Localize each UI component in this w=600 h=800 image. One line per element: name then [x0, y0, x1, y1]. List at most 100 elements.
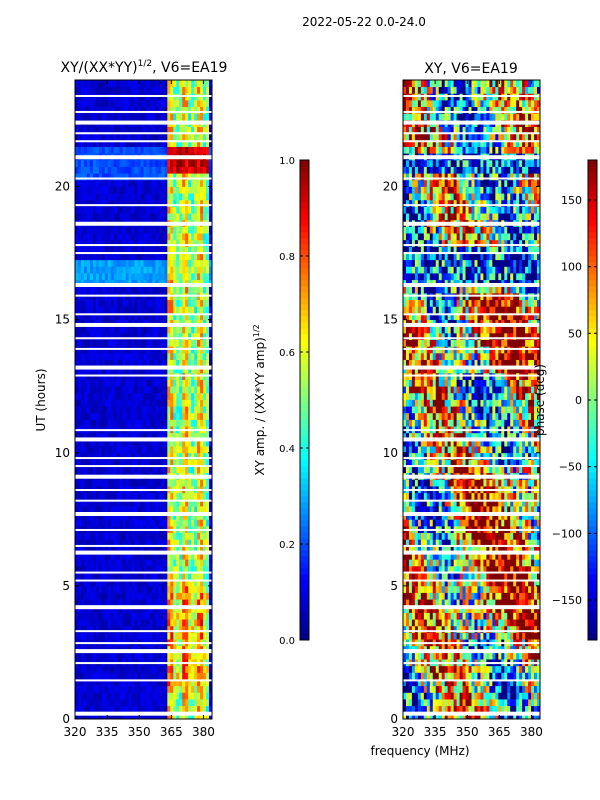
- gap-line: [403, 711, 540, 716]
- gap-line: [403, 244, 540, 247]
- colorbar-tick-label: 50: [568, 327, 582, 340]
- gap-line: [75, 544, 212, 547]
- colorbar-tick-label: 0: [575, 394, 582, 407]
- gap-line: [403, 294, 540, 297]
- gap-line: [403, 177, 540, 180]
- x-tick-label: 350: [456, 725, 479, 739]
- y-tick-label: 5: [62, 579, 70, 593]
- phase-heatmap: [403, 80, 541, 720]
- y-tick-label: 10: [383, 446, 398, 460]
- gap-line: [75, 221, 212, 226]
- gap-line: [75, 437, 212, 442]
- phase-axes: 320 335 350 365 380 0 5 10 15 20: [383, 79, 543, 739]
- gap-line: [403, 204, 540, 207]
- gap-line: [403, 120, 540, 125]
- gap-line: [75, 550, 212, 555]
- gap-line: [403, 337, 540, 340]
- x-tick-label: 380: [192, 725, 215, 739]
- x-tick-label: 335: [96, 725, 119, 739]
- y-tick-label: 20: [383, 180, 398, 194]
- gap-line: [75, 140, 212, 143]
- gap-line: [403, 662, 540, 665]
- x-tick-label: 365: [160, 725, 183, 739]
- x-tick-label: 350: [128, 725, 151, 739]
- gap-line: [75, 365, 212, 370]
- gap-line: [75, 374, 212, 377]
- colorbar-tick-label: −100: [552, 527, 582, 540]
- amplitude-ylabel: UT (hours): [34, 368, 48, 431]
- gap-line: [75, 120, 212, 125]
- gap-line: [75, 204, 212, 207]
- phase-title: XY, V6=EA19: [424, 61, 518, 77]
- gap-line: [403, 347, 540, 350]
- gap-line: [75, 313, 212, 316]
- gap-line: [75, 605, 212, 610]
- phase-colorbar-label: phase (deg): [533, 364, 547, 436]
- gap-line: [403, 630, 540, 633]
- gap-line: [75, 337, 212, 340]
- gap-line: [75, 347, 212, 350]
- gap-line: [75, 579, 212, 582]
- colorbar-tick-label: 0.8: [279, 252, 295, 263]
- gap-line: [403, 528, 540, 531]
- x-tick-label: 320: [64, 725, 87, 739]
- gap-line: [403, 511, 540, 516]
- colorbar-tick-label: 1.0: [279, 156, 295, 167]
- gap-line: [403, 365, 540, 370]
- gap-line: [403, 489, 540, 492]
- gap-line: [75, 322, 212, 327]
- gap-line: [403, 221, 540, 226]
- gap-line: [75, 110, 212, 113]
- gap-line: [75, 630, 212, 633]
- y-tick-label: 15: [55, 313, 70, 327]
- gap-line: [75, 283, 212, 288]
- gap-line: [403, 132, 540, 135]
- y-tick-label: 15: [383, 313, 398, 327]
- gap-line: [403, 322, 540, 327]
- gap-line: [403, 437, 540, 442]
- amplitude-heatmap: [75, 80, 213, 720]
- phase-colorbar: 150 100 50 0 −50 −100 −150 phase (deg): [533, 159, 598, 641]
- amplitude-axes: 320 335 350 365 380 0 5 10 15 20: [55, 79, 215, 739]
- gap-line: [403, 374, 540, 377]
- gap-line: [75, 244, 212, 247]
- gap-line: [75, 457, 212, 460]
- y-tick-label: 5: [390, 579, 398, 593]
- colorbar-tick-label: 0.4: [279, 444, 295, 455]
- colorbar-tick-label: −150: [552, 594, 582, 607]
- colorbar-tick-label: −50: [559, 461, 582, 474]
- gap-line: [75, 465, 212, 468]
- gap-line: [403, 94, 540, 97]
- gap-line: [403, 155, 540, 160]
- gap-line: [403, 283, 540, 288]
- gap-line: [403, 544, 540, 547]
- gap-line: [75, 711, 212, 716]
- amplitude-colorbar: 0.0 0.2 0.4 0.6 0.8 1.0 XY amp. / (XX*YY amp)…: [252, 156, 310, 647]
- gap-line: [75, 571, 212, 574]
- gap-line: [75, 155, 212, 160]
- gap-line: [403, 499, 540, 502]
- gap-line: [403, 579, 540, 582]
- gap-line: [75, 489, 212, 492]
- gap-line: [403, 474, 540, 479]
- gap-line: [75, 177, 212, 180]
- amplitude-colorbar-label: XY amp. / (XX*YY amp)1/2: [252, 324, 267, 475]
- gap-line: [403, 550, 540, 555]
- gap-line: [75, 679, 212, 682]
- frequency-xlabel: frequency (MHz): [370, 744, 469, 758]
- gap-line: [403, 252, 540, 255]
- gap-line: [75, 662, 212, 665]
- colorbar-tick-label: 150: [561, 194, 582, 207]
- panel-phase: XY, V6=EA19 320 335 350 365 380 0 5 10 15 20 freq…: [370, 61, 542, 758]
- x-tick-label: 320: [392, 725, 415, 739]
- gap-line: [75, 528, 212, 531]
- colorbar-tick-label: 0.2: [279, 540, 295, 551]
- colorbar-tick-label: 0.6: [279, 348, 295, 359]
- gap-line: [403, 457, 540, 460]
- gap-line: [75, 499, 212, 502]
- gap-line: [403, 679, 540, 682]
- gap-line: [75, 649, 212, 654]
- x-tick-label: 335: [424, 725, 447, 739]
- y-tick-label: 20: [55, 180, 70, 194]
